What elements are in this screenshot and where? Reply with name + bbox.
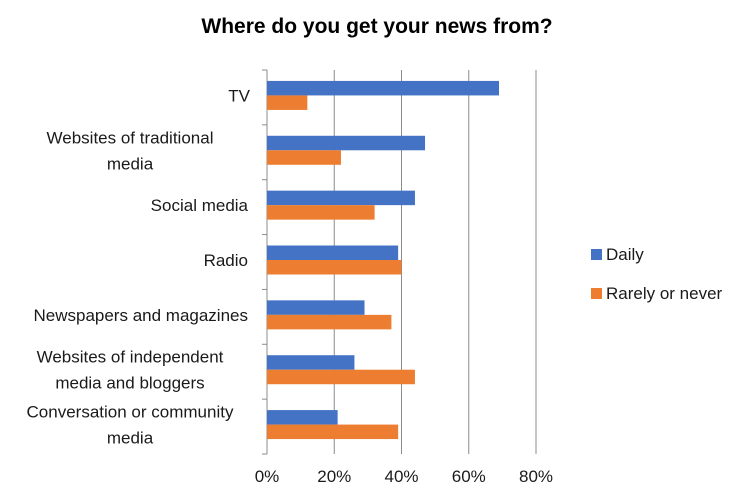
category-label: media and bloggers: [55, 374, 204, 393]
bar-daily: [267, 135, 426, 151]
bar-rarely-or-never: [267, 260, 402, 275]
category-label: Conversation or community: [27, 403, 234, 422]
bar-rarely-or-never: [267, 314, 392, 330]
category-label: TV: [228, 86, 250, 105]
legend-swatch: [591, 288, 602, 299]
chart-title: Where do you get your news from?: [201, 15, 552, 38]
x-tick-labels: 0% 20% 40% 60% 80%: [255, 467, 553, 486]
category-label: Websites of traditional: [47, 128, 214, 147]
x-tick-label: 60%: [452, 467, 486, 486]
x-tick-label: 40%: [384, 467, 418, 486]
bars: [267, 80, 500, 440]
legend-swatch: [591, 249, 602, 260]
bar-rarely-or-never: [267, 150, 341, 165]
category-label: media: [107, 429, 154, 448]
category-label: Social media: [151, 196, 249, 215]
bar-daily: [267, 410, 338, 425]
legend-label: Rarely or never: [606, 284, 723, 303]
legend-label: Daily: [606, 245, 644, 264]
x-tick-label: 20%: [317, 467, 351, 486]
category-label: media: [107, 154, 154, 173]
bar-daily: [267, 245, 399, 260]
bar-rarely-or-never: [267, 205, 375, 220]
x-tick-label: 0%: [255, 467, 280, 486]
bar-daily: [267, 80, 500, 96]
bar-rarely-or-never: [267, 95, 308, 110]
category-label: Radio: [204, 251, 248, 270]
bar-daily: [267, 190, 415, 206]
x-tick-label: 80%: [519, 467, 553, 486]
bar-daily: [267, 355, 355, 370]
category-label: Websites of independent: [37, 348, 224, 367]
bar-rarely-or-never: [267, 369, 415, 385]
category-label: Newspapers and magazines: [33, 306, 248, 325]
bar-rarely-or-never: [267, 424, 399, 440]
category-labels: TV Websites of traditional media Social med…: [27, 86, 251, 447]
bar-daily: [267, 300, 365, 315]
legend: Daily Rarely or never: [591, 245, 723, 303]
